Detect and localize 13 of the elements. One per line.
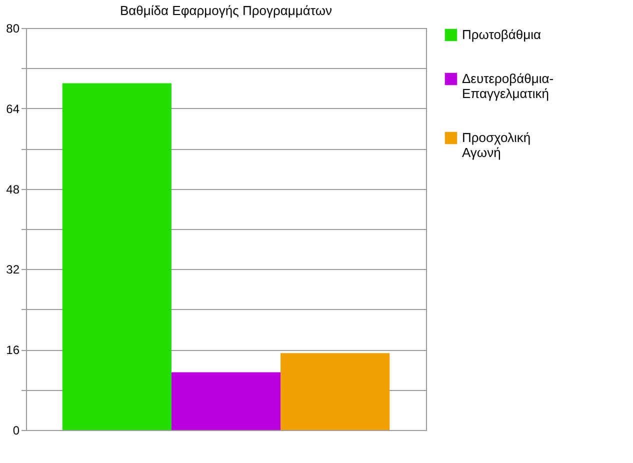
y-tick-label: 64: [6, 102, 20, 116]
y-tick-label: 0: [12, 424, 20, 438]
y-tick-label: 16: [6, 343, 20, 358]
y-tick-label: 80: [6, 22, 20, 36]
bar: [171, 372, 281, 430]
chart-title: Βαθμίδα Εφαρμογής Προγραμμάτων: [120, 3, 332, 18]
legend-label: Προσχολική Αγωνή: [462, 130, 531, 160]
y-tick-label: 32: [6, 262, 20, 277]
bar: [280, 353, 390, 430]
bar: [62, 83, 172, 430]
legend-label: Δευτεροβάθμια-Επαγγελματική: [462, 71, 554, 101]
legend-label: Πρωτοβάθμια: [462, 27, 542, 42]
y-tick-label: 48: [6, 182, 20, 196]
